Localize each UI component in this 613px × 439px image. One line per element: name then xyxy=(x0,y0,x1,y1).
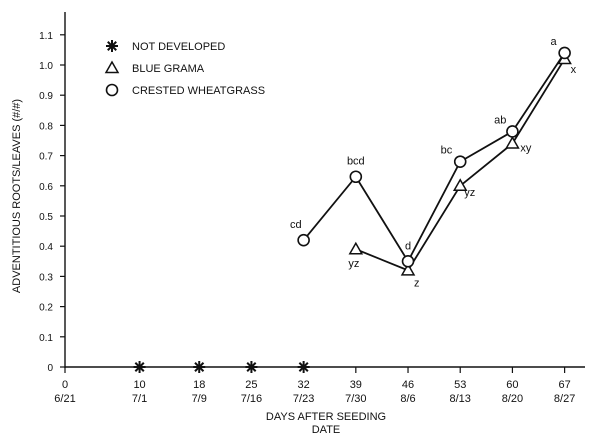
data-point xyxy=(348,241,364,255)
y-tick-label: 0.7 xyxy=(39,152,53,163)
data-label: yz xyxy=(464,187,475,199)
series-layer: yz z yz xy x cd bcd d bc ab a xyxy=(133,36,577,373)
x-tick-date-label: 7/16 xyxy=(241,393,262,405)
data-point xyxy=(133,361,146,373)
data-point xyxy=(349,170,363,184)
data-label: bcd xyxy=(347,156,365,168)
data-point xyxy=(558,46,571,60)
x-tick-date-label: 8/27 xyxy=(554,393,575,405)
data-point xyxy=(506,125,519,138)
x-tick-date-label: 7/30 xyxy=(345,393,366,405)
y-tick-label: 0.8 xyxy=(39,121,53,132)
data-label: a xyxy=(550,36,557,48)
x-tick-label: 0 xyxy=(62,379,68,391)
x-ticks: 0 6/21 10 7/1 18 7/9 25 7/16 32 7/23 39 7/30 46 8/6 53… xyxy=(54,367,575,405)
x-tick-date-label: 7/9 xyxy=(192,393,207,405)
y-ticks: 0 0.1 0.2 0.3 0.4 0.5 0.6 0.7 0.8 0.9 1.0 1.1 xyxy=(39,31,65,374)
legend-item-not-developed: NOT DEVELOPED xyxy=(106,40,225,53)
y-tick-label: 0 xyxy=(47,363,53,374)
legend-marker xyxy=(106,40,118,52)
series-blue-grama: yz z yz xy x xyxy=(348,51,577,289)
data-point xyxy=(401,254,415,268)
x-tick-date-label: 8/13 xyxy=(450,393,471,405)
x-axis-label: DAYS AFTER SEEDING xyxy=(266,411,386,423)
y-tick-label: 0.4 xyxy=(39,242,53,253)
series-line xyxy=(302,52,566,264)
x-tick-label: 53 xyxy=(454,379,466,391)
y-tick-label: 1.0 xyxy=(39,61,53,72)
data-point xyxy=(400,262,416,276)
x-tick-label: 39 xyxy=(350,379,362,391)
plot-axes xyxy=(64,12,585,368)
data-point xyxy=(297,233,310,247)
x-tick-label: 60 xyxy=(506,379,518,391)
data-label: x xyxy=(571,64,577,76)
data-label: bc xyxy=(441,145,453,157)
data-label: xy xyxy=(520,143,532,155)
series-crested-wheatgrass: cd bcd d bc ab a xyxy=(290,36,571,268)
x-axis-sublabel: DATE xyxy=(312,424,341,436)
x-tick-label: 67 xyxy=(558,379,570,391)
y-tick-label: 0.1 xyxy=(39,333,53,344)
y-tick-label: 1.1 xyxy=(39,31,53,42)
legend-marker xyxy=(105,83,119,97)
y-tick-label: 0.6 xyxy=(39,182,53,193)
legend: NOT DEVELOPED BLUE GRAMA CRESTED WHEATGR… xyxy=(104,40,265,97)
circle-marker-icon xyxy=(105,83,119,97)
star-marker-icon xyxy=(106,40,118,52)
data-label: z xyxy=(414,277,420,289)
legend-label: CRESTED WHEATGRASS xyxy=(132,85,265,97)
data-point xyxy=(453,155,467,168)
y-tick-label: 0.9 xyxy=(39,91,53,102)
y-tick-label: 0.2 xyxy=(39,303,53,314)
data-point xyxy=(452,178,468,192)
y-tick-label: 0.5 xyxy=(39,212,53,223)
x-tick-label: 10 xyxy=(133,379,145,391)
legend-label: NOT DEVELOPED xyxy=(132,41,225,53)
legend-item-crested-wheatgrass: CRESTED WHEATGRASS xyxy=(105,83,265,97)
series-not-developed xyxy=(133,361,310,373)
x-tick-date-label: 7/23 xyxy=(293,393,314,405)
legend-marker xyxy=(104,60,120,74)
y-axis-label: ADVENTITIOUS ROOTS/LEAVES (#/#) xyxy=(11,99,23,293)
x-tick-label: 46 xyxy=(402,379,414,391)
data-point xyxy=(505,136,520,149)
x-tick-date-label: 7/1 xyxy=(132,393,147,405)
data-point xyxy=(245,361,258,373)
legend-label: BLUE GRAMA xyxy=(132,63,205,75)
data-point xyxy=(193,361,206,373)
data-label: d xyxy=(405,240,411,252)
x-tick-label: 18 xyxy=(193,379,205,391)
data-point xyxy=(297,361,310,373)
x-tick-date-label: 8/20 xyxy=(502,393,523,405)
x-tick-date-label: 6/21 xyxy=(54,393,75,405)
data-label: cd xyxy=(290,219,302,231)
x-tick-date-label: 8/6 xyxy=(400,393,415,405)
x-tick-label: 25 xyxy=(245,379,257,391)
x-tick-label: 32 xyxy=(297,379,309,391)
y-tick-label: 0.3 xyxy=(39,272,53,283)
data-label: yz xyxy=(348,258,359,270)
legend-item-blue-grama: BLUE GRAMA xyxy=(104,60,205,75)
triangle-marker-icon xyxy=(104,60,120,74)
data-label: ab xyxy=(494,114,506,126)
